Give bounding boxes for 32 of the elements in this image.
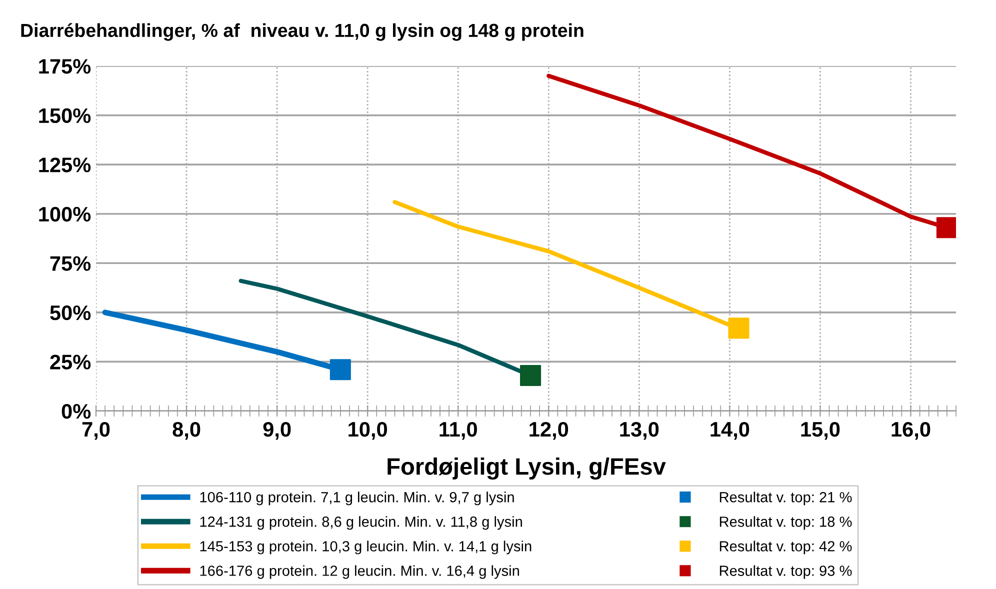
x-tick-label: 15,0 [801,422,840,440]
point [936,217,956,238]
x-tick-label: 14,0 [710,422,750,440]
chart-title: Diarrébehandlinger, % af niveau v. 11,0 g lysin og 148 g protein [21,23,584,41]
legend-label: 166-176 g protein. 12 g leucin. Min. v. 16,4 g lysin [200,565,519,579]
y-tick-label: 175% [39,59,91,74]
x-tick-label: 13,0 [620,422,659,440]
legend-label: Resultat v. top: 93 % [720,565,852,579]
x-tick-label: 9,0 [263,422,291,440]
y-tick-label: 0% [62,404,91,419]
legend-label: 124-131 g protein. 8,6 g leucin. Min. v. 11,8 g lysin [200,516,522,530]
legend-label: 145-153 g protein. 10,3 g leucin. Min. v. 14,1 g lysin [200,540,532,554]
legend-label: Resultat v. top: 42 % [720,540,852,554]
legend-label: Resultat v. top: 21 % [720,492,852,506]
y-tick-label: 125% [39,158,91,172]
y-tick-label: 100% [39,206,91,222]
x-tick-label: 12,0 [530,422,568,440]
x-tick-label: 16,0 [892,422,930,440]
legend-label: Resultat v. top: 18 % [720,516,852,530]
x-tick-label: 10,0 [348,422,387,440]
point [728,318,750,339]
x-tick-label: 11,0 [440,422,477,440]
x-tick-label: 7,0 [82,422,110,440]
point [330,359,351,380]
y-tick-label: 25% [50,354,91,370]
x-tick-label: 8,0 [172,422,200,440]
legend-label: 106-110 g protein. 7,1 g leucin. Min. v. 9,7 g lysin [200,492,514,506]
y-tick-label: 50% [50,305,91,320]
y-tick-label: 150% [39,108,91,124]
point [520,365,542,386]
x-axis-title: Fordøjeligt Lysin, g/FEsv [388,458,666,480]
y-tick-label: 75% [50,256,91,271]
